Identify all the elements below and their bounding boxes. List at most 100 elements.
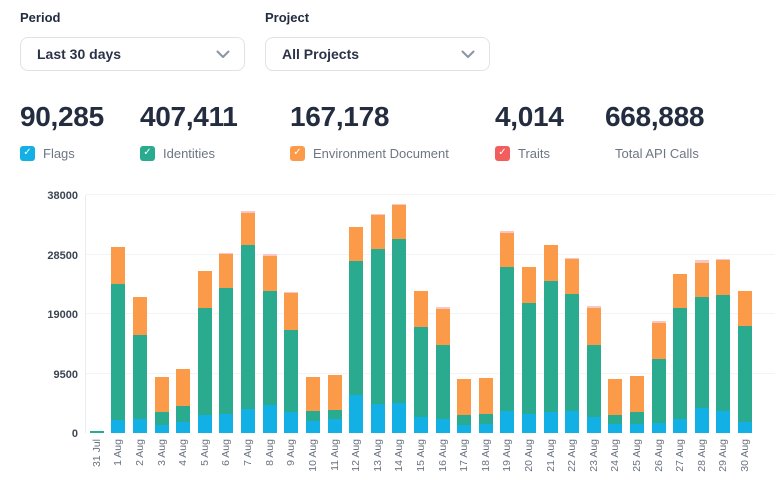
bar-segment-identities[interactable] bbox=[630, 411, 645, 425]
bar-segment-env_document[interactable] bbox=[111, 246, 126, 284]
bar-segment-flags[interactable] bbox=[457, 424, 472, 433]
project-dropdown[interactable]: All Projects bbox=[265, 37, 490, 71]
bar-segment-env_document[interactable] bbox=[716, 260, 731, 296]
stacked-bar[interactable] bbox=[89, 431, 104, 433]
bar-segment-identities[interactable] bbox=[241, 245, 256, 409]
bar-segment-flags[interactable] bbox=[219, 414, 234, 433]
bar-segment-flags[interactable] bbox=[521, 414, 536, 433]
stacked-bar[interactable] bbox=[392, 204, 407, 433]
bar-segment-identities[interactable] bbox=[133, 334, 148, 420]
bar-segment-env_document[interactable] bbox=[521, 266, 536, 303]
bar-segment-identities[interactable] bbox=[413, 327, 428, 417]
bar-segment-identities[interactable] bbox=[435, 345, 450, 419]
bar-segment-identities[interactable] bbox=[197, 308, 212, 415]
stacked-bar[interactable] bbox=[176, 368, 191, 433]
bar-segment-traits[interactable] bbox=[262, 254, 277, 257]
bar-segment-identities[interactable] bbox=[586, 344, 601, 417]
bar-segment-flags[interactable] bbox=[500, 410, 515, 433]
bar-segment-flags[interactable] bbox=[630, 424, 645, 433]
bar-segment-traits[interactable] bbox=[694, 260, 709, 263]
bar-segment-flags[interactable] bbox=[349, 395, 364, 433]
stacked-bar[interactable] bbox=[565, 257, 580, 433]
bar-segment-env_document[interactable] bbox=[565, 258, 580, 295]
bar-segment-identities[interactable] bbox=[370, 249, 385, 404]
bar-segment-flags[interactable] bbox=[543, 411, 558, 433]
bar-segment-flags[interactable] bbox=[565, 410, 580, 433]
stacked-bar[interactable] bbox=[111, 246, 126, 433]
bar-segment-flags[interactable] bbox=[370, 403, 385, 433]
bar-segment-env_document[interactable] bbox=[435, 308, 450, 346]
stacked-bar[interactable] bbox=[586, 306, 601, 433]
bar-segment-env_document[interactable] bbox=[241, 213, 256, 246]
bar-segment-identities[interactable] bbox=[608, 414, 623, 424]
bar-segment-env_document[interactable] bbox=[694, 262, 709, 298]
stacked-bar[interactable] bbox=[457, 378, 472, 433]
bar-segment-identities[interactable] bbox=[111, 283, 126, 420]
bar-segment-traits[interactable] bbox=[716, 259, 731, 261]
bar-segment-env_document[interactable] bbox=[327, 374, 342, 410]
bar-segment-flags[interactable] bbox=[608, 423, 623, 433]
stacked-bar[interactable] bbox=[435, 307, 450, 433]
bar-segment-identities[interactable] bbox=[392, 238, 407, 404]
bar-segment-identities[interactable] bbox=[738, 325, 753, 422]
bar-segment-flags[interactable] bbox=[435, 418, 450, 433]
stacked-bar[interactable] bbox=[197, 271, 212, 433]
stacked-bar[interactable] bbox=[673, 273, 688, 433]
stacked-bar[interactable] bbox=[651, 321, 666, 433]
stacked-bar[interactable] bbox=[521, 266, 536, 433]
bar-segment-identities[interactable] bbox=[651, 358, 666, 423]
bar-segment-identities[interactable] bbox=[89, 431, 104, 433]
bar-segment-traits[interactable] bbox=[500, 231, 515, 234]
bar-segment-flags[interactable] bbox=[305, 420, 320, 433]
bar-segment-identities[interactable] bbox=[500, 266, 515, 411]
bar-segment-identities[interactable] bbox=[176, 405, 191, 423]
bar-segment-traits[interactable] bbox=[392, 204, 407, 205]
bar-segment-env_document[interactable] bbox=[154, 376, 169, 412]
bar-segment-identities[interactable] bbox=[305, 410, 320, 421]
stacked-bar[interactable] bbox=[500, 231, 515, 433]
bar-segment-env_document[interactable] bbox=[370, 215, 385, 250]
bar-segment-env_document[interactable] bbox=[673, 273, 688, 309]
bar-segment-flags[interactable] bbox=[262, 405, 277, 433]
stacked-bar[interactable] bbox=[305, 377, 320, 433]
bar-segment-flags[interactable] bbox=[694, 408, 709, 433]
bar-segment-flags[interactable] bbox=[154, 424, 169, 433]
traits-checkbox[interactable]: ✓ bbox=[495, 145, 510, 161]
bar-segment-flags[interactable] bbox=[716, 410, 731, 433]
stacked-bar[interactable] bbox=[413, 291, 428, 433]
bar-segment-identities[interactable] bbox=[521, 302, 536, 415]
stacked-bar[interactable] bbox=[133, 297, 148, 433]
period-dropdown[interactable]: Last 30 days bbox=[20, 37, 245, 71]
stacked-bar[interactable] bbox=[694, 260, 709, 433]
bar-segment-identities[interactable] bbox=[284, 329, 299, 413]
stacked-bar[interactable] bbox=[543, 245, 558, 433]
bar-segment-flags[interactable] bbox=[651, 423, 666, 433]
bar-segment-flags[interactable] bbox=[586, 417, 601, 433]
environment-document-checkbox[interactable]: ✓ bbox=[290, 145, 305, 161]
bar-segment-traits[interactable] bbox=[219, 252, 234, 254]
bar-segment-env_document[interactable] bbox=[651, 322, 666, 359]
bar-segment-env_document[interactable] bbox=[284, 293, 299, 330]
bar-segment-identities[interactable] bbox=[457, 415, 472, 425]
stacked-bar[interactable] bbox=[716, 259, 731, 433]
stacked-bar[interactable] bbox=[284, 291, 299, 433]
bar-segment-identities[interactable] bbox=[349, 260, 364, 396]
bar-segment-flags[interactable] bbox=[392, 403, 407, 433]
bar-segment-env_document[interactable] bbox=[738, 291, 753, 326]
bar-segment-traits[interactable] bbox=[651, 321, 666, 323]
bar-segment-identities[interactable] bbox=[543, 280, 558, 412]
stacked-bar[interactable] bbox=[349, 227, 364, 433]
bar-segment-flags[interactable] bbox=[673, 418, 688, 433]
bar-segment-env_document[interactable] bbox=[457, 378, 472, 416]
bar-segment-traits[interactable] bbox=[586, 306, 601, 308]
identities-checkbox[interactable]: ✓ bbox=[140, 145, 155, 161]
stacked-bar[interactable] bbox=[154, 376, 169, 433]
stacked-bar[interactable] bbox=[478, 377, 493, 433]
bar-segment-env_document[interactable] bbox=[413, 291, 428, 328]
bar-segment-traits[interactable] bbox=[284, 291, 299, 294]
stacked-bar[interactable] bbox=[738, 291, 753, 433]
bar-segment-env_document[interactable] bbox=[197, 271, 212, 309]
bar-segment-flags[interactable] bbox=[284, 412, 299, 433]
bar-segment-env_document[interactable] bbox=[543, 245, 558, 281]
stacked-bar[interactable] bbox=[370, 214, 385, 433]
